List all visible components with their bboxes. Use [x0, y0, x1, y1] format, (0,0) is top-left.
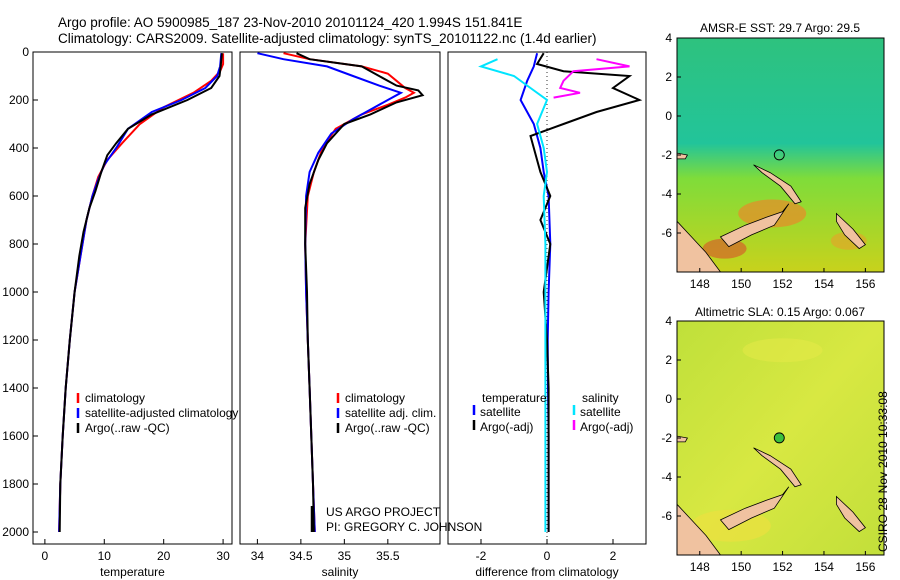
x-axis-label: temperature: [100, 565, 165, 579]
profile-panel-0: [32, 51, 233, 545]
y-tick-label: 800: [9, 237, 29, 251]
map-y-tick-label: -6: [661, 509, 672, 523]
x-tick-label: 35: [338, 549, 352, 563]
plot-frame: [32, 51, 233, 545]
sst-map-title: AMSR-E SST: 29.7 Argo: 29.5: [699, 21, 861, 35]
x-tick-label: 30: [216, 549, 230, 563]
profile-panel-1: [239, 51, 441, 545]
land-bougainville: [836, 495, 866, 533]
land-new-britain: [719, 486, 790, 531]
legend-label: Argo(-adj): [480, 420, 533, 434]
y-tick-label: 400: [9, 141, 29, 155]
y-tick-label: 1600: [2, 429, 29, 443]
x-axis-label: salinity: [322, 565, 359, 579]
x-tick-label: 0: [544, 549, 551, 563]
x-tick-label: 2: [610, 549, 617, 563]
map-x-tick-label: 152: [773, 560, 793, 574]
y-tick-label: 200: [9, 93, 29, 107]
x-tick-label: -2: [476, 549, 487, 563]
x-tick-label: 34.5: [289, 549, 313, 563]
x-axis-label: difference from climatology: [475, 565, 618, 579]
x-tick-label: 34: [251, 549, 265, 563]
x-tick-label: 10: [98, 549, 112, 563]
y-tick-label: 1400: [2, 381, 29, 395]
legend-label: satellite: [580, 405, 621, 419]
y-tick-label: 0: [22, 45, 29, 59]
warm-patch: [738, 199, 807, 228]
timestamp-stamp: CSIRO 28-Nov-2010 10:33:08: [876, 391, 890, 552]
y-tick-label: 1000: [2, 285, 29, 299]
map-x-tick-label: 156: [855, 277, 875, 291]
sla-map-title: Altimetric SLA: 0.15 Argo: 0.067: [694, 305, 866, 319]
land-bougainville: [836, 212, 866, 250]
map-y-tick-label: 2: [665, 353, 672, 367]
legend-label: Argo(..raw -QC): [85, 421, 170, 435]
x-tick-label: 20: [157, 549, 171, 563]
map-y-tick-label: -2: [661, 431, 672, 445]
series-line: [296, 52, 425, 533]
credit-line-2: PI: GREGORY C. JOHNSON: [326, 520, 482, 534]
map-y-tick-label: -4: [661, 187, 672, 201]
map-y-tick-label: 2: [665, 70, 672, 84]
legend-label: satellite-adjusted climatology: [85, 406, 238, 420]
map-y-tick-label: 0: [665, 392, 672, 406]
legend-label: satellite: [480, 405, 521, 419]
profile-panel-2: [447, 51, 647, 545]
map-y-tick-label: 4: [665, 31, 672, 45]
sla-map: [676, 320, 885, 556]
map-x-tick-label: 150: [731, 277, 751, 291]
map-x-tick-label: 156: [855, 560, 875, 574]
x-tick-label: 35.5: [376, 549, 400, 563]
map-x-tick-label: 148: [690, 560, 710, 574]
warm-patch: [702, 238, 747, 259]
high-patch: [742, 338, 823, 363]
map-y-tick-label: 0: [665, 109, 672, 123]
argo-position-marker: [773, 432, 785, 444]
map-y-tick-label: -4: [661, 470, 672, 484]
land-new-britain: [719, 203, 790, 248]
plot-frame: [447, 51, 647, 545]
y-tick-label: 1800: [2, 477, 29, 491]
y-tick-label: 600: [9, 189, 29, 203]
series-line: [58, 53, 223, 533]
series-line: [529, 52, 643, 532]
map-x-tick-label: 148: [690, 277, 710, 291]
map-x-tick-label: 150: [731, 560, 751, 574]
y-tick-label: 2000: [2, 525, 29, 539]
sst-map: [676, 37, 885, 273]
legend-label: salinity: [582, 391, 619, 405]
legend-label: Argo(..raw -QC): [345, 421, 430, 435]
legend-label: climatology: [345, 391, 405, 405]
map-y-tick-label: -2: [661, 148, 672, 162]
map-y-tick-label: 4: [665, 314, 672, 328]
map-x-tick-label: 154: [814, 277, 834, 291]
legend-label: Argo(-adj): [580, 420, 633, 434]
credit-line-1: US ARGO PROJECT: [326, 505, 441, 519]
argo-position-marker: [773, 149, 785, 161]
profile-title: Argo profile: AO 5900985_187 23-Nov-2010…: [58, 15, 523, 30]
map-y-tick-label: -6: [661, 226, 672, 240]
legend-label: satellite adj. clim.: [345, 406, 436, 420]
y-tick-label: 1200: [2, 333, 29, 347]
x-tick-label: 0: [42, 549, 49, 563]
climatology-subtitle: Climatology: CARS2009. Satellite-adjuste…: [58, 31, 597, 46]
series-line: [478, 58, 549, 532]
plot-frame: [239, 51, 441, 545]
map-x-tick-label: 152: [773, 277, 793, 291]
series-line: [553, 58, 630, 99]
land-new-ireland: [753, 447, 802, 488]
legend-label: temperature: [482, 391, 547, 405]
map-x-tick-label: 154: [814, 560, 834, 574]
land-new-ireland: [753, 164, 802, 205]
legend-label: climatology: [85, 391, 145, 405]
